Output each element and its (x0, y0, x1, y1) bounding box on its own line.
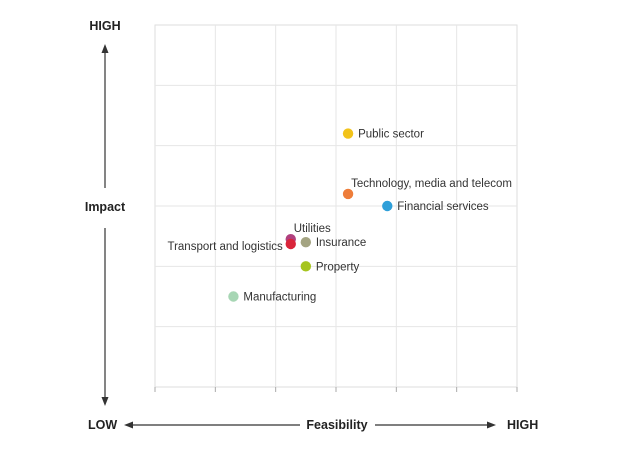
grid (155, 25, 517, 387)
data-point-label: Utilities (294, 223, 331, 235)
x-axis-title: Feasibility (306, 418, 367, 432)
data-point (342, 128, 354, 139)
data-point (382, 200, 393, 212)
data-point (285, 238, 296, 250)
data-point (300, 237, 312, 248)
data-point (228, 291, 239, 302)
y-high-label: HIGH (89, 19, 120, 33)
data-point-label: Financial services (397, 201, 489, 213)
data-point-label: Public sector (358, 129, 424, 141)
y-axis-arrow (101, 44, 109, 406)
data-point-label: Property (316, 261, 360, 273)
x-axis-arrow (124, 421, 496, 429)
x-high-label: HIGH (507, 418, 538, 432)
data-point (300, 261, 312, 272)
x-ticks (154, 387, 518, 392)
y-axis-title: Impact (85, 200, 126, 214)
data-point (342, 188, 354, 200)
data-point-label: Transport and logistics (167, 241, 283, 253)
data-point-label: Manufacturing (243, 292, 316, 304)
x-low-label: LOW (88, 418, 117, 432)
data-point-label: Technology, media and telecom (351, 178, 512, 190)
data-points: Public sector Technology, media and telec… (167, 128, 512, 304)
data-point-label: Insurance (316, 237, 367, 249)
